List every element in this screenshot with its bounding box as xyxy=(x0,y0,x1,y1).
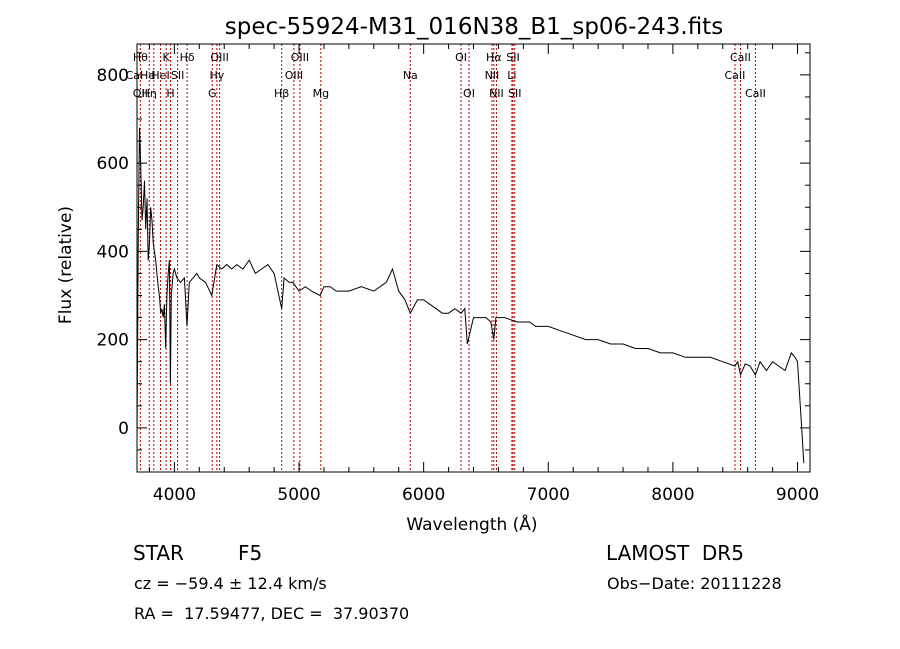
x-tick-label: 6000 xyxy=(402,485,445,505)
y-tick-label: 600 xyxy=(97,154,129,174)
line-label: Hδ xyxy=(180,51,195,64)
line-label: OIII xyxy=(210,51,228,64)
x-tick-label: 9000 xyxy=(776,485,819,505)
redshift-info: cz = −59.4 ± 12.4 km/s xyxy=(134,574,327,593)
line-label: K xyxy=(163,51,171,64)
x-tick-label: 4000 xyxy=(153,485,196,505)
line-label: Na xyxy=(403,69,418,82)
plot-frame xyxy=(136,43,811,473)
line-label: Hα xyxy=(486,51,502,64)
object-class: STAR xyxy=(133,541,184,565)
x-axis: 4000 5000 6000 7000 8000 9000 xyxy=(148,44,819,505)
line-label: HeI xyxy=(151,69,169,82)
line-label: SII xyxy=(506,51,519,64)
line-label: I xyxy=(152,69,155,82)
line-label: SII xyxy=(171,69,184,82)
y-tick-label: 0 xyxy=(118,419,129,439)
x-tick-label: 7000 xyxy=(527,485,570,505)
y-axis-label: Flux (relative) xyxy=(56,206,76,324)
coordinates: RA = 17.59477, DEC = 37.90370 xyxy=(134,604,410,623)
line-label: SII xyxy=(508,87,521,100)
line-label: CaII xyxy=(745,87,766,100)
line-label: CaII xyxy=(730,51,751,64)
spectral-line-labels: HθCaHeOIIHηIHeIKHSIIHδGHγOIIIHβOIIIOIIIM… xyxy=(126,51,766,100)
x-tick-label: 8000 xyxy=(651,485,694,505)
line-label: CaII xyxy=(725,69,746,82)
x-axis-label: Wavelength (Å) xyxy=(406,513,537,535)
line-label: OIII xyxy=(291,51,309,64)
obs-date: Obs−Date: 20111228 xyxy=(607,574,782,593)
line-label: Mg xyxy=(313,87,329,100)
line-label: OI xyxy=(455,51,467,64)
chart-title: spec-55924-M31_016N38_B1_sp06-243.fits xyxy=(225,14,723,40)
line-label: Hβ xyxy=(274,87,289,100)
survey-name: LAMOST DR5 xyxy=(606,541,744,565)
object-subclass: F5 xyxy=(238,541,263,565)
x-tick-label: 5000 xyxy=(277,485,320,505)
spectral-line-markers xyxy=(139,44,756,472)
line-label: OI xyxy=(463,87,475,100)
y-tick-label: 400 xyxy=(97,242,129,262)
line-label: NII xyxy=(485,69,500,82)
spectrum-line xyxy=(136,127,805,464)
line-label: OIII xyxy=(285,69,303,82)
line-label: NII xyxy=(489,87,504,100)
y-tick-label: 800 xyxy=(97,66,129,86)
line-label: Li xyxy=(507,69,516,82)
y-tick-label: 200 xyxy=(97,331,129,351)
line-label: Hη xyxy=(142,87,157,100)
line-label: G xyxy=(208,87,217,100)
y-axis: 0 200 400 600 800 xyxy=(97,52,810,473)
line-label: Hγ xyxy=(209,69,224,82)
line-label: CaHe xyxy=(126,69,156,82)
line-label: H xyxy=(166,87,174,100)
